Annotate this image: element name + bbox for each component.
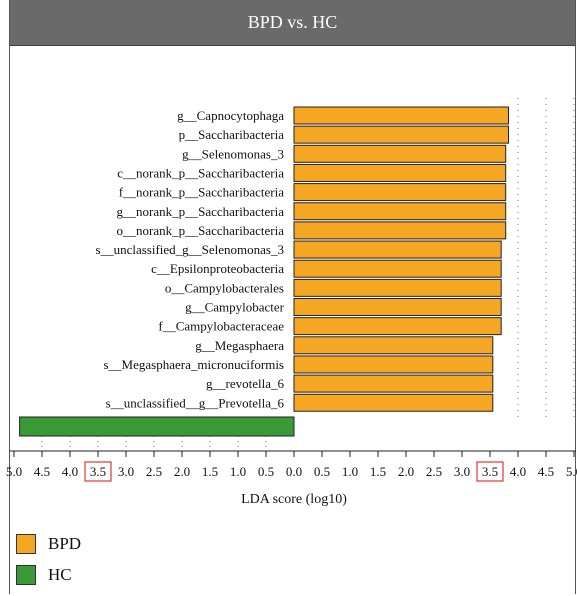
legend-item-hc: HC [16, 563, 72, 587]
legend-swatch-bpd [16, 534, 36, 554]
bar-label-o-campylobacterales: o__Campylobacterales [165, 280, 284, 295]
highlight-box-right-3.5 [476, 461, 504, 482]
x-tick-label-left-2.5: 2.5 [146, 464, 162, 479]
legend-item-bpd: BPD [16, 532, 81, 556]
x-tick-label-right-0.5: 0.5 [314, 464, 330, 479]
bar-label-p-saccharibacteria: p__Saccharibacteria [179, 127, 285, 142]
x-tick-label-right-5.0: 5.0 [566, 464, 577, 479]
x-tick-label-right-1.0: 1.0 [342, 464, 358, 479]
bar-label-f-norank-p-saccharibacteria: f__norank_p__Saccharibacteria [119, 185, 285, 200]
legend-label-hc: HC [48, 565, 72, 584]
legend-label-bpd: BPD [48, 534, 82, 553]
x-tick-label-left-1.0: 1.0 [230, 464, 246, 479]
chart-title: BPD vs. HC [10, 0, 575, 46]
bar-label-g-selenomonas-3: g__Selenomonas_3 [182, 146, 284, 161]
x-tick-label-left-5.0: 5.0 [6, 464, 22, 479]
bar-label-g-megasphaera: g__Megasphaera [195, 338, 284, 353]
bar-label-s-unclassified-g-prevotella-6: s__unclassified__g__Prevotella_6 [106, 395, 285, 410]
x-tick-label-left-4.5: 4.5 [34, 464, 50, 479]
x-tick-label-left-0.5: 0.5 [258, 464, 274, 479]
bar-label-s-unclassified-g-selenomonas-3: s__unclassified_g__Selenomonas_3 [96, 242, 284, 257]
bar-bpd-o-norank-p-saccharibacteria [293, 221, 507, 240]
bar-bpd-c-epsilonproteobacteria [293, 259, 502, 278]
bar-hc-0 [19, 416, 295, 437]
bar-label-g-norank-p-saccharibacteria: g__norank_p__Saccharibacteria [117, 204, 285, 219]
bar-bpd-o-campylobacterales [293, 278, 502, 297]
bar-label-s-megasphaera-micronuciformis: s__Megasphaera_micronuciformis [103, 357, 284, 372]
x-tick-label-right-0.0: 0.0 [286, 464, 302, 479]
x-axis-label: LDA score (log10) [241, 492, 347, 507]
bar-bpd-p-saccharibacteria [293, 125, 509, 144]
bar-bpd-g-campylobacter [293, 298, 502, 316]
bar-label-g-campylobacter: g__Campylobacter [185, 300, 285, 315]
x-tick-label-left-3.0: 3.0 [118, 464, 134, 479]
bar-bpd-f-norank-p-saccharibacteria [293, 183, 507, 202]
bar-bpd-g-revotella-6 [293, 374, 494, 393]
bar-bpd-s-megasphaera-micronuciformis [293, 355, 494, 374]
bar-bpd-s-unclassified-g-prevotella-6 [293, 393, 494, 412]
bar-bpd-g-norank-p-saccharibacteria [293, 202, 507, 221]
highlight-box-left-3.5 [84, 461, 112, 482]
bar-bpd-g-capnocytophaga [293, 106, 509, 125]
x-tick-label-right-4.5: 4.5 [538, 464, 554, 479]
x-tick-label-left-4.0: 4.0 [62, 464, 78, 479]
bar-label-c-norank-p-saccharibacteria: c__norank_p__Saccharibacteria [117, 165, 284, 180]
x-tick-label-right-3.0: 3.0 [454, 464, 470, 479]
legend-swatch-hc [16, 565, 36, 585]
chart-frame: BPD vs. HC [9, 0, 576, 594]
x-tick-label-left-1.5: 1.5 [202, 464, 218, 479]
bar-label-f-campylobacteraceae: f__Campylobacteraceae [158, 319, 284, 334]
x-tick-label-right-3.5: 3.5 [482, 464, 498, 479]
bar-label-c-epsilonproteobacteria: c__Epsilonproteobacteria [151, 261, 284, 276]
x-tick-label-right-2.0: 2.0 [398, 464, 414, 479]
bar-bpd-g-selenomonas-3 [293, 144, 507, 163]
bar-bpd-f-campylobacteraceae [293, 317, 502, 336]
bar-label-g-revotella-6: g__revotella_6 [206, 376, 284, 391]
bar-label-g-capnocytophaga: g__Capnocytophaga [177, 108, 284, 123]
bar-label-o-norank-p-saccharibacteria: o__norank_p__Saccharibacteria [117, 223, 285, 238]
x-tick-label-left-2.0: 2.0 [174, 464, 190, 479]
x-tick-label-right-2.5: 2.5 [426, 464, 442, 479]
bar-bpd-s-unclassified-g-selenomonas-3 [293, 240, 502, 259]
bar-bpd-c-norank-p-saccharibacteria [293, 163, 507, 182]
x-tick-label-right-4.0: 4.0 [510, 464, 526, 479]
x-tick-label-left-3.5: 3.5 [90, 464, 106, 479]
bar-bpd-g-megasphaera [293, 336, 494, 355]
x-tick-label-right-1.5: 1.5 [370, 464, 386, 479]
